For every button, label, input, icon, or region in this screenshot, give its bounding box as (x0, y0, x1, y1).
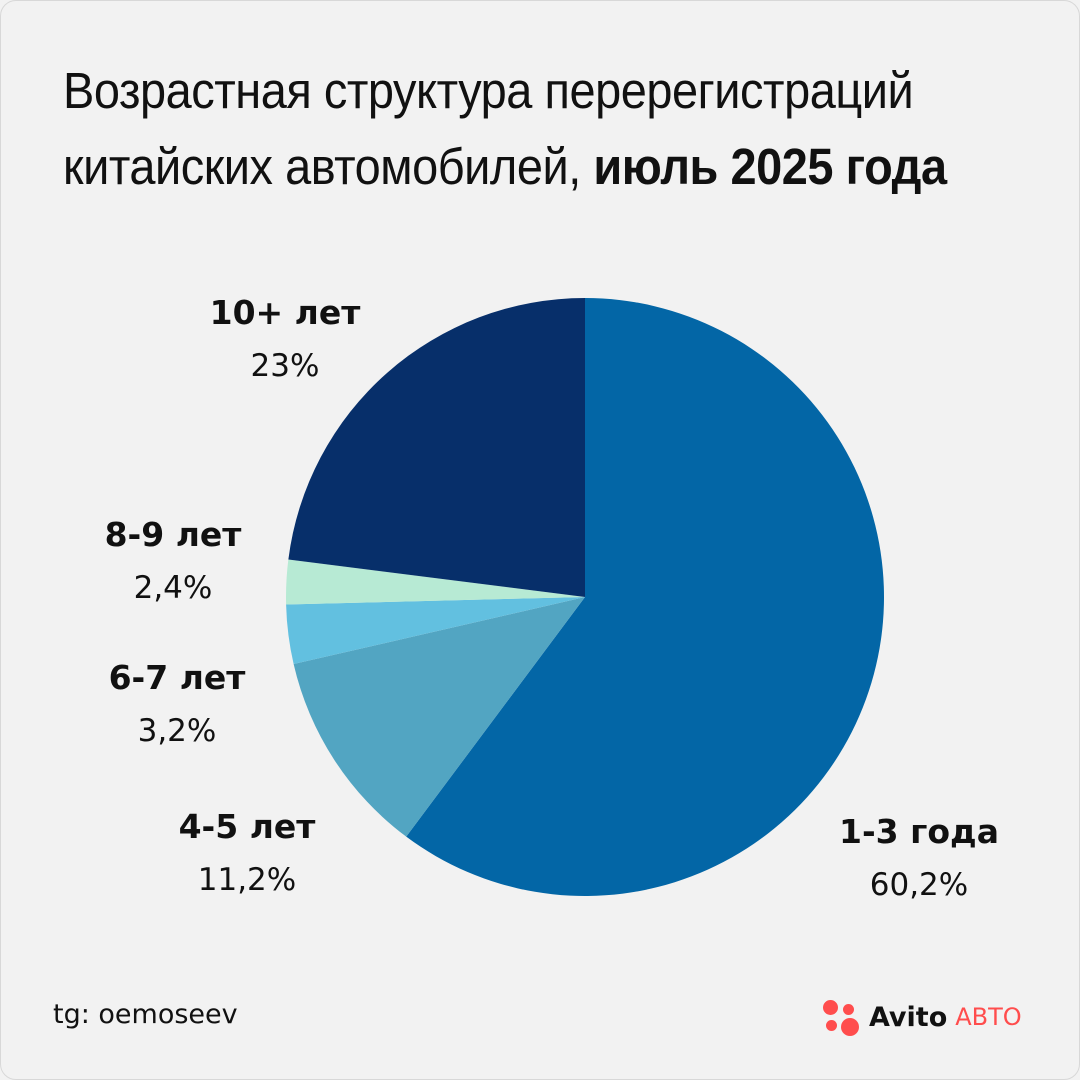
slice-value-3: 3,2% (138, 713, 217, 749)
title-line-2: китайских автомобилей, июль 2025 года (63, 129, 974, 205)
pie-labels: 1-3 года 60,2% 4-5 лет 11,2% 6-7 лет 3,2% 8-9 … (105, 293, 999, 903)
slice-label-5: 10+ лет (210, 293, 361, 332)
chart-title: Возрастная структура перерегистраций кит… (63, 53, 974, 205)
title-line-2-regular: китайских автомобилей, (63, 138, 581, 195)
slice-value-2: 11,2% (198, 862, 296, 898)
avito-auto-logo: Avito АВТО (823, 997, 1022, 1037)
slice-label-2: 4-5 лет (179, 807, 316, 846)
avito-dots-icon (823, 998, 861, 1036)
pie-slice-1 (406, 297, 885, 897)
slice-value-4: 2,4% (134, 570, 213, 606)
slice-value-5: 23% (251, 348, 320, 384)
pie-slices (285, 297, 885, 897)
pie-slice-3 (286, 597, 585, 665)
slice-label-1: 1-3 года (839, 812, 999, 851)
slice-label-4: 8-9 лет (105, 515, 242, 554)
title-line-2-bold: июль 2025 года (593, 138, 947, 195)
brand-sub: АВТО (955, 1003, 1022, 1031)
pie-slice-5 (288, 298, 585, 597)
telegram-credit: tg: oemoseev (53, 999, 238, 1030)
slice-value-1: 60,2% (870, 867, 968, 903)
brand-name: Avito (869, 1001, 948, 1033)
pie-slice-2 (293, 597, 585, 837)
title-line-1: Возрастная структура перерегистраций (63, 62, 914, 119)
slice-label-3: 6-7 лет (109, 658, 246, 697)
pie-slice-4 (285, 559, 585, 605)
